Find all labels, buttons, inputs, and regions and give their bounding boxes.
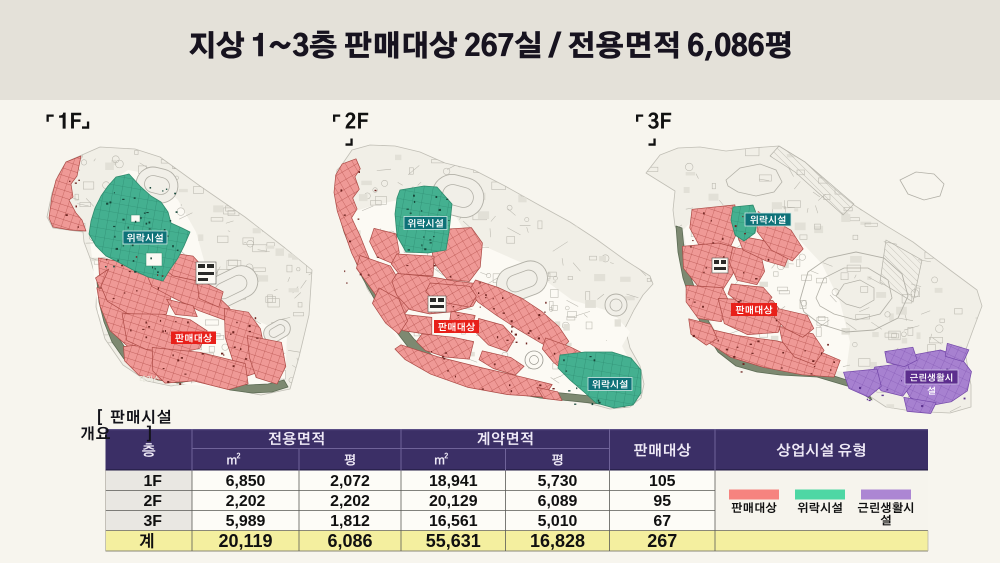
svg-text:67: 67 xyxy=(653,513,671,530)
svg-text:3F: 3F xyxy=(143,513,162,530)
svg-text:16,561: 16,561 xyxy=(429,513,478,530)
svg-text:5,010: 5,010 xyxy=(538,513,578,530)
svg-text:6,086: 6,086 xyxy=(327,531,372,551)
svg-text:6,850: 6,850 xyxy=(226,473,266,490)
svg-text:1F: 1F xyxy=(143,473,162,490)
svg-text:2,202: 2,202 xyxy=(226,493,266,510)
svg-text:5,730: 5,730 xyxy=(538,473,578,490)
svg-text:55,631: 55,631 xyxy=(426,531,481,551)
svg-text:5,989: 5,989 xyxy=(226,513,266,530)
svg-text:105: 105 xyxy=(649,473,676,490)
svg-text:18,941: 18,941 xyxy=(429,473,478,490)
svg-text:1,812: 1,812 xyxy=(330,513,370,530)
svg-text:2,072: 2,072 xyxy=(330,473,370,490)
svg-text:6,089: 6,089 xyxy=(538,493,578,510)
svg-text:2F: 2F xyxy=(143,493,162,510)
svg-text:267: 267 xyxy=(647,531,677,551)
svg-text:20,119: 20,119 xyxy=(218,531,272,551)
svg-text:16,828: 16,828 xyxy=(530,531,585,551)
svg-text:2,202: 2,202 xyxy=(330,493,370,510)
svg-text:95: 95 xyxy=(653,493,671,510)
svg-text:20,129: 20,129 xyxy=(429,493,478,510)
